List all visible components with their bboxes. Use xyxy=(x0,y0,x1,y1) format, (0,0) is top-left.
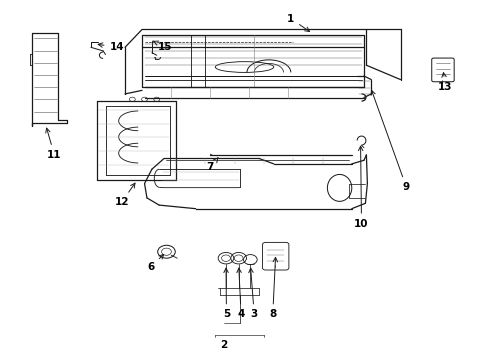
Text: 3: 3 xyxy=(248,268,257,319)
Text: 7: 7 xyxy=(206,157,218,172)
Text: 9: 9 xyxy=(370,90,409,192)
Text: 1: 1 xyxy=(286,14,309,32)
Text: 13: 13 xyxy=(437,73,452,92)
Text: 14: 14 xyxy=(98,42,124,52)
Circle shape xyxy=(154,97,159,102)
Text: 15: 15 xyxy=(153,41,172,51)
Text: 4: 4 xyxy=(236,268,244,319)
Text: 2: 2 xyxy=(220,340,227,350)
Text: 8: 8 xyxy=(268,257,277,319)
Text: 5: 5 xyxy=(223,268,230,319)
Circle shape xyxy=(142,97,147,102)
Text: 6: 6 xyxy=(147,255,163,272)
Text: 10: 10 xyxy=(353,146,368,229)
Text: 12: 12 xyxy=(114,183,135,207)
Text: 11: 11 xyxy=(45,128,61,160)
Circle shape xyxy=(129,97,135,102)
